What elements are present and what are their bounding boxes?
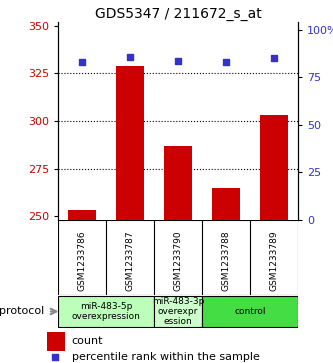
Text: protocol: protocol [0, 306, 45, 317]
Text: GSM1233789: GSM1233789 [269, 231, 278, 291]
Text: percentile rank within the sample: percentile rank within the sample [72, 352, 259, 362]
Bar [154, 295, 202, 327]
Bar [260, 115, 288, 220]
Point [79, 59, 85, 65]
Text: count: count [72, 336, 103, 346]
Bar [202, 295, 298, 327]
Bar [68, 211, 96, 220]
Text: GSM1233790: GSM1233790 [173, 231, 182, 291]
Bar [58, 295, 154, 327]
Point [175, 58, 181, 64]
Text: GSM1233787: GSM1233787 [126, 231, 135, 291]
Bar [47, 331, 65, 351]
Point [223, 59, 229, 65]
Title: GDS5347 / 211672_s_at: GDS5347 / 211672_s_at [95, 7, 261, 21]
Bar [116, 66, 145, 220]
Bar [164, 146, 192, 220]
Bar [211, 188, 240, 220]
Point [271, 55, 277, 61]
Text: GSM1233788: GSM1233788 [221, 231, 230, 291]
Point [52, 354, 58, 360]
Text: GSM1233786: GSM1233786 [78, 231, 87, 291]
Text: miR-483-3p
overexpr
ession: miR-483-3p overexpr ession [152, 297, 204, 326]
Text: miR-483-5p
overexpression: miR-483-5p overexpression [72, 302, 141, 321]
Point [127, 54, 133, 60]
Text: control: control [234, 307, 266, 316]
